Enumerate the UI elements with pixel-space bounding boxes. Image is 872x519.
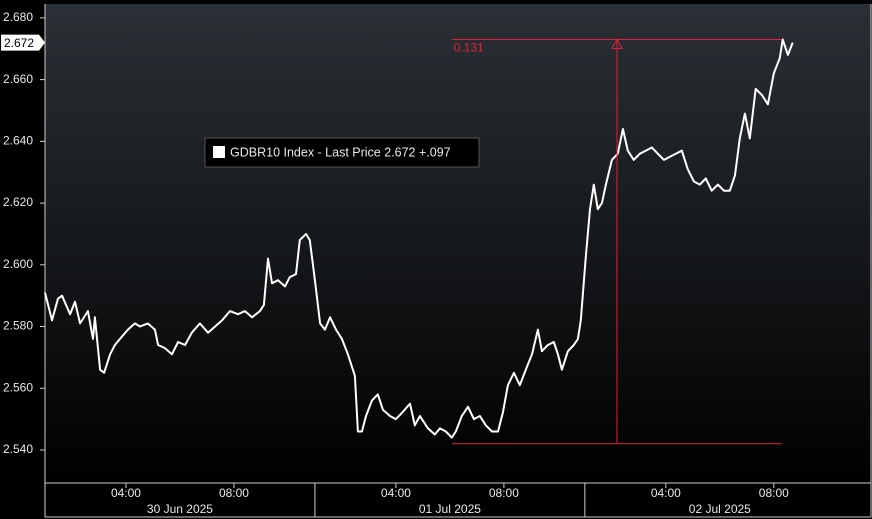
legend-box (204, 137, 480, 168)
last-price-tag (1, 34, 45, 51)
legend-text: GDBR10 Index - Last Price 2.672 +.097 (230, 145, 451, 159)
y-tick-label: 2.580 (3, 319, 33, 333)
x-tick-label: 04:00 (381, 486, 411, 500)
x-tick-label: 08:00 (759, 486, 789, 500)
measure-label: 0.131 (454, 41, 484, 55)
last-price-label: 2.672 (4, 36, 34, 50)
x-tick-label: 04:00 (651, 486, 681, 500)
y-tick-label: 2.540 (3, 442, 33, 456)
y-tick-label: 2.640 (3, 134, 33, 148)
y-tick-label: 2.560 (3, 380, 33, 394)
y-tick-label: 2.680 (3, 10, 33, 24)
price-line (44, 38, 794, 439)
x-tick-label: 04:00 (111, 486, 141, 500)
y-tick-label: 2.600 (3, 257, 33, 271)
x-tick-label: 08:00 (219, 486, 249, 500)
legend-swatch (213, 146, 225, 158)
plot-background (45, 4, 871, 483)
measure-arrow (611, 38, 623, 49)
date-label: 02 Jul 2025 (689, 502, 751, 516)
legend: GDBR10 Index - Last Price 2.672 +.097 (204, 137, 480, 168)
y-tick-label: 2.660 (3, 72, 33, 86)
x-tick-label: 08:00 (489, 486, 519, 500)
date-label: 30 Jun 2025 (147, 502, 213, 516)
y-tick-label: 2.620 (3, 195, 33, 209)
date-label: 01 Jul 2025 (419, 502, 481, 516)
